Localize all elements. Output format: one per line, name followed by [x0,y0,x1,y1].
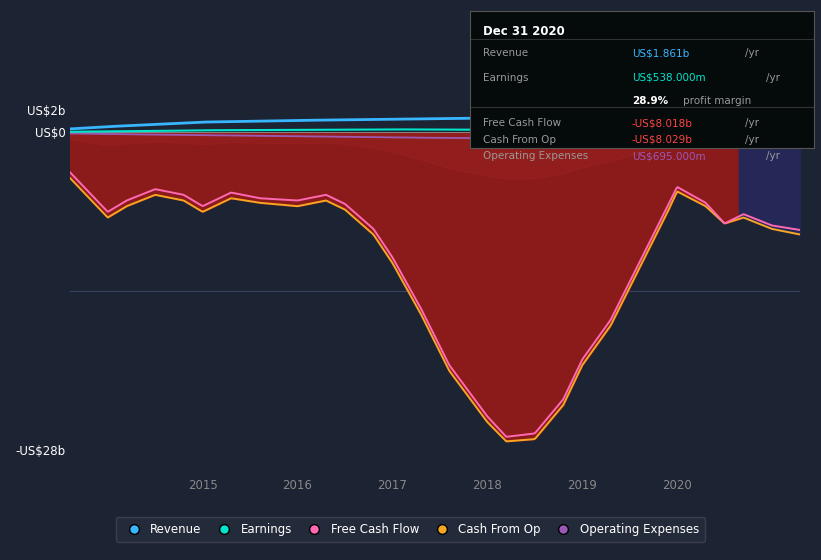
Text: Cash From Op: Cash From Op [484,135,557,144]
Text: US$538.000m: US$538.000m [631,73,705,83]
Text: /yr: /yr [745,48,759,58]
Legend: Revenue, Earnings, Free Cash Flow, Cash From Op, Operating Expenses: Revenue, Earnings, Free Cash Flow, Cash … [116,517,705,542]
Text: US$695.000m: US$695.000m [631,151,705,161]
Text: /yr: /yr [745,118,759,128]
Text: Free Cash Flow: Free Cash Flow [484,118,562,128]
Text: Revenue: Revenue [484,48,529,58]
Text: -US$8.029b: -US$8.029b [631,135,693,144]
Text: profit margin: profit margin [683,96,752,106]
Text: US$1.861b: US$1.861b [631,48,689,58]
Text: 28.9%: 28.9% [631,96,667,106]
Text: /yr: /yr [745,135,759,144]
Text: -US$8.018b: -US$8.018b [631,118,693,128]
Text: Operating Expenses: Operating Expenses [484,151,589,161]
Text: /yr: /yr [766,151,780,161]
Text: Dec 31 2020: Dec 31 2020 [484,25,565,38]
Text: Earnings: Earnings [484,73,529,83]
Text: /yr: /yr [766,73,780,83]
